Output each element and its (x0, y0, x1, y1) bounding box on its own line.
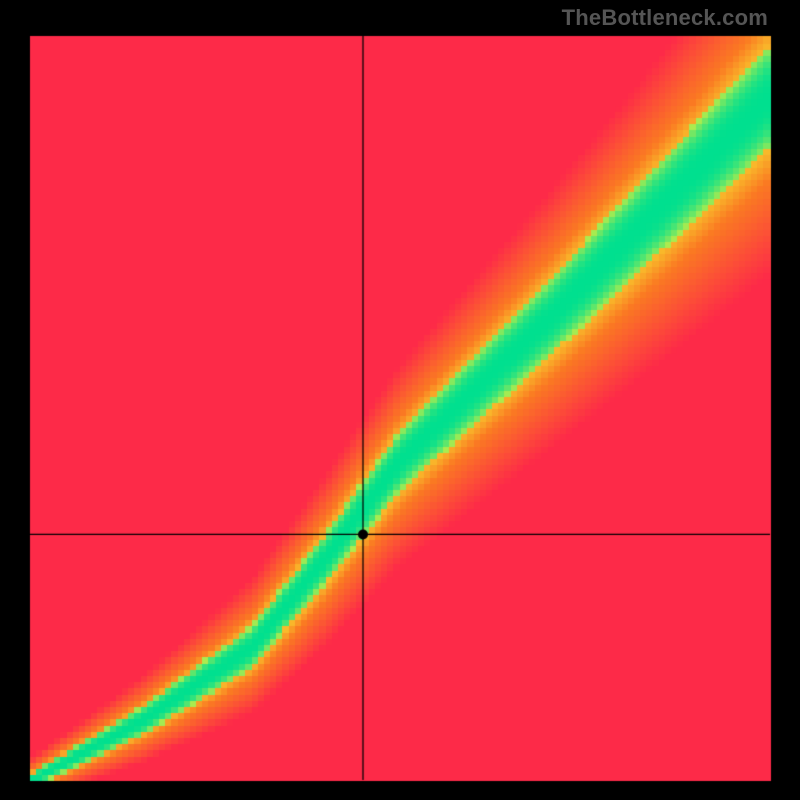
chart-container: TheBottleneck.com (0, 0, 800, 800)
watermark-text: TheBottleneck.com (562, 5, 768, 31)
heatmap-canvas (0, 0, 800, 800)
